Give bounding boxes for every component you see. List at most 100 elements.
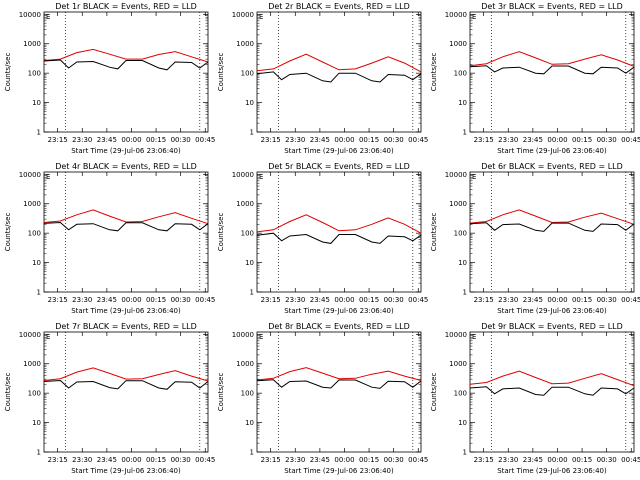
x-tick-label: 23:45 [523,296,543,304]
chart-title: Det 9r BLACK = Events, RED = LLD [481,322,623,331]
y-tick-label: 10000 [445,171,467,179]
y-tick-label: 10000 [19,171,41,179]
y-tick-label: 10 [458,259,467,267]
x-tick-label: 00:45 [621,296,640,304]
y-axis-label: Counts/sec [217,53,225,92]
x-axis-label: Start Time (29-Jul-06 23:06:40) [71,307,181,315]
x-tick-label: 23:45 [523,456,543,464]
y-tick-label: 1000 [449,200,467,208]
chart-title: Det 7r BLACK = Events, RED = LLD [55,322,197,331]
x-tick-label: 23:45 [310,456,330,464]
chart-title: Det 8r BLACK = Events, RED = LLD [268,322,410,331]
chart-svg-1: Det 1r BLACK = Events, RED = LLD 1 10 100 10… [4,2,215,155]
y-axis-label: Counts/sec [4,213,12,252]
x-tick-label: 00:30 [384,296,404,304]
lld-series-line [256,214,422,234]
x-tick-label: 00:45 [621,456,640,464]
lld-series-line [43,48,209,63]
chart-svg-6: Det 6r BLACK = Events, RED = LLD 1 10 100 10… [430,162,640,315]
x-tick-label: 00:45 [408,136,428,144]
x-tick-label: 00:15 [146,296,166,304]
marker-label-left: E [259,173,263,181]
x-tick-label: 23:15 [261,456,281,464]
x-tick-label: 00:30 [597,136,617,144]
lld-series-line [469,209,635,225]
y-tick-label: 1 [250,289,254,297]
x-tick-label: 23:30 [285,136,305,144]
events-series-line [256,379,422,389]
x-tick-label: 00:30 [597,296,617,304]
y-tick-label: 10 [245,259,254,267]
chart-svg-7: Det 7r BLACK = Events, RED = LLD 1 10 100 10… [4,322,215,475]
plot-frame [256,11,422,133]
events-series-line [43,379,209,390]
x-tick-label: 00:00 [547,456,567,464]
y-tick-label: 100 [241,390,254,398]
y-tick-label: 1000 [449,40,467,48]
chart-svg-3: Det 3r BLACK = Events, RED = LLD 1 10 100 10… [430,2,640,155]
lld-series-line [256,53,422,73]
y-tick-label: 10 [458,419,467,427]
chart-panel-5: Det 5r BLACK = Events, RED = LLD 1 10 100 10… [213,160,428,320]
x-tick-label: 00:45 [195,296,215,304]
events-series-line [256,232,422,244]
chart-svg-5: Det 5r BLACK = Events, RED = LLD 1 10 100 10… [217,162,428,315]
x-axis-label: Start Time (29-Jul-06 23:06:40) [71,467,181,475]
x-tick-label: 23:45 [97,136,117,144]
y-tick-label: 100 [28,70,41,78]
y-tick-label: 10000 [232,11,254,19]
x-tick-label: 00:30 [171,136,191,144]
y-tick-label: 1000 [449,360,467,368]
y-tick-label: 100 [241,230,254,238]
y-tick-label: 1 [463,129,467,137]
chart-panel-6: Det 6r BLACK = Events, RED = LLD 1 10 100 10… [426,160,640,320]
y-tick-label: 1 [250,129,254,137]
events-series-line [469,386,635,396]
x-tick-label: 00:00 [334,136,354,144]
y-tick-label: 1 [37,449,41,457]
events-series-line [43,221,209,232]
y-tick-label: 1 [463,449,467,457]
chart-panel-8: Det 8r BLACK = Events, RED = LLD 1 10 100 10… [213,320,428,480]
y-tick-label: 100 [28,230,41,238]
x-tick-label: 23:45 [97,296,117,304]
y-axis-label: Counts/sec [217,213,225,252]
y-tick-label: 10000 [232,331,254,339]
y-tick-label: 1000 [236,360,254,368]
x-tick-label: 00:15 [146,136,166,144]
y-tick-label: 100 [241,70,254,78]
plot-frame [43,11,209,133]
x-tick-label: 23:15 [261,136,281,144]
events-series-line [43,59,209,71]
y-tick-label: 10 [32,419,41,427]
x-tick-label: 23:15 [48,136,68,144]
y-tick-label: 1 [37,129,41,137]
x-axis-label: Start Time (29-Jul-06 23:06:40) [71,147,181,155]
events-series-line [256,71,422,83]
y-tick-label: 1000 [23,200,41,208]
x-tick-label: 23:15 [48,296,68,304]
x-tick-label: 00:45 [195,456,215,464]
events-series-line [469,222,635,232]
chart-title: Det 6r BLACK = Events, RED = LLD [481,162,623,171]
x-tick-label: 00:45 [195,136,215,144]
y-tick-label: 10 [458,99,467,107]
x-tick-label: 00:00 [547,136,567,144]
x-tick-label: 00:15 [359,296,379,304]
y-axis-label: Counts/sec [217,373,225,412]
marker-label-left: E [472,333,476,341]
y-tick-label: 10 [245,99,254,107]
y-tick-label: 10000 [232,171,254,179]
x-tick-label: 00:45 [621,136,640,144]
plot-frame [469,331,635,453]
chart-title: Det 4r BLACK = Events, RED = LLD [55,162,197,171]
y-tick-label: 10000 [19,331,41,339]
events-series-line [469,65,635,75]
x-tick-label: 23:45 [523,136,543,144]
x-axis-label: Start Time (29-Jul-06 23:06:40) [497,307,607,315]
marker-label-left: E [46,333,50,341]
x-tick-label: 23:15 [48,456,68,464]
x-tick-label: 00:30 [597,456,617,464]
plot-frame [256,171,422,293]
lld-series-line [256,367,422,381]
